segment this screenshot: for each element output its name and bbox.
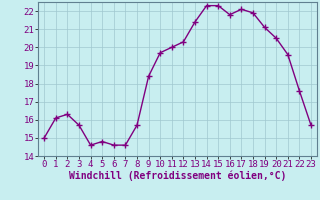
X-axis label: Windchill (Refroidissement éolien,°C): Windchill (Refroidissement éolien,°C) <box>69 171 286 181</box>
